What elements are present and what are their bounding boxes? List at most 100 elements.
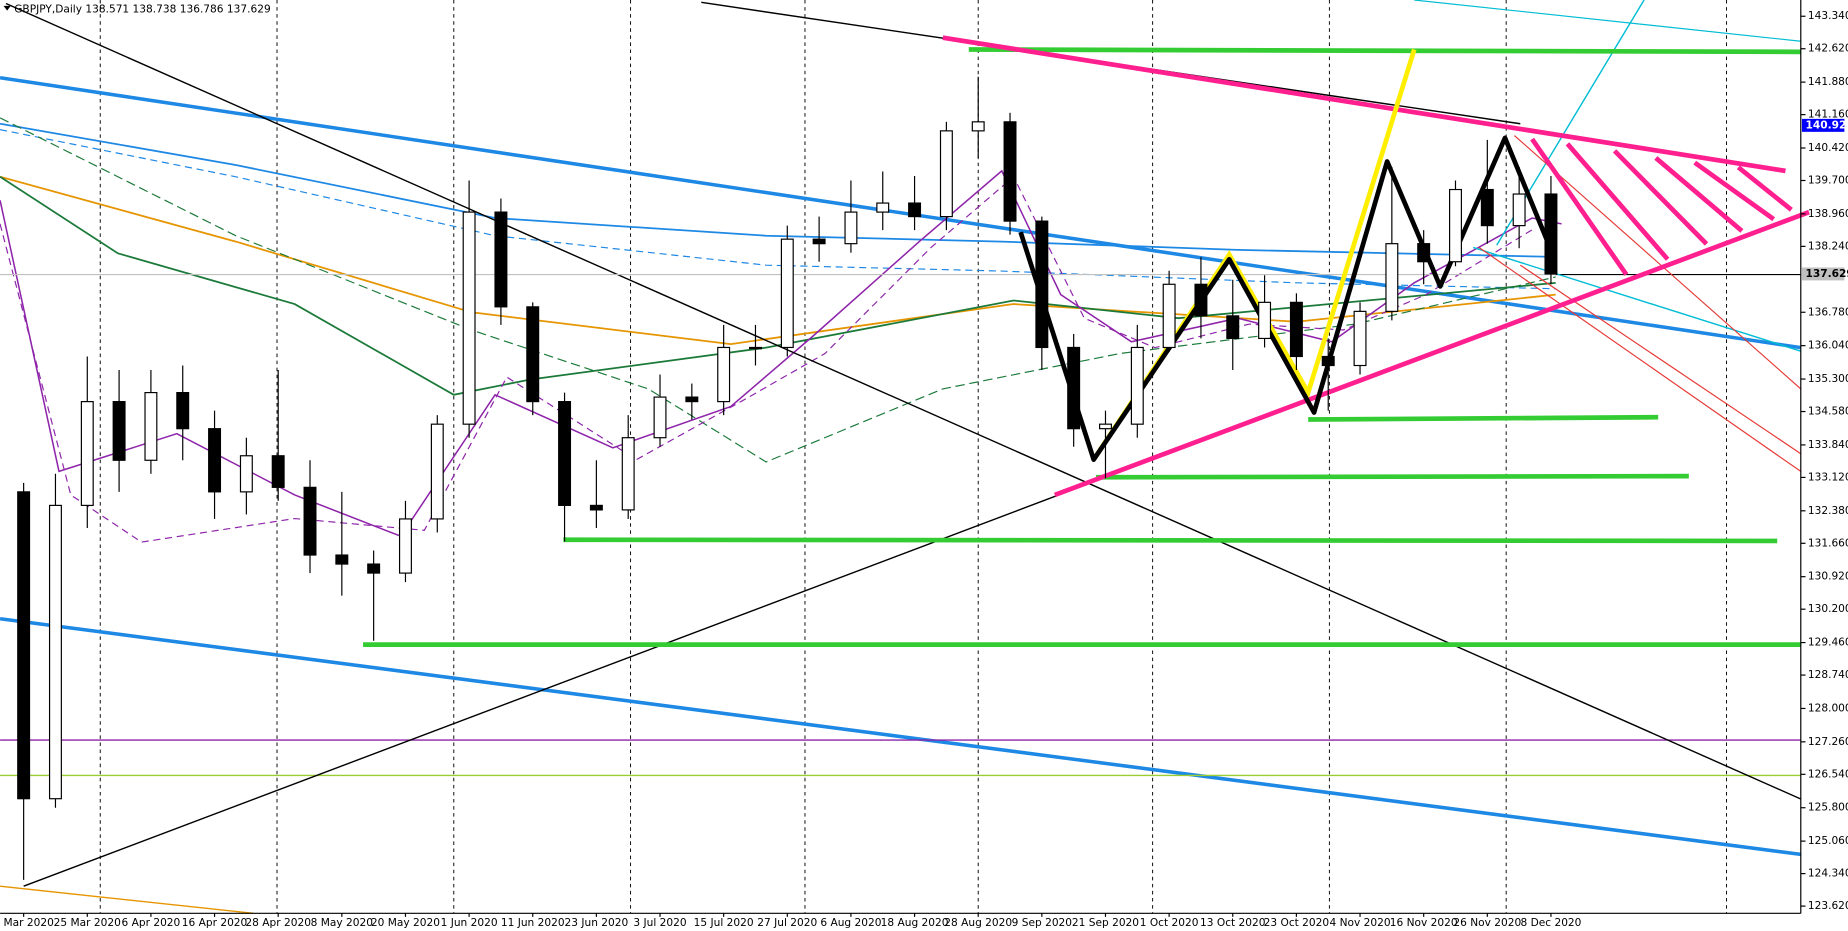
x-tick-label: 4 Nov 2020 xyxy=(1329,917,1390,929)
y-tick-label: 131.660 xyxy=(1808,537,1848,549)
x-tick-label: 9 Sep 2020 xyxy=(1012,917,1073,929)
x-tick-label: 6 Apr 2020 xyxy=(122,917,181,929)
y-tick-label: 143.340 xyxy=(1808,10,1848,22)
candle-body xyxy=(112,401,126,461)
candle-body xyxy=(876,202,890,213)
y-tick-label: 140.420 xyxy=(1808,142,1848,154)
y-tick-label: 125.060 xyxy=(1808,835,1848,847)
y-tick-label: 136.780 xyxy=(1808,306,1848,318)
candle-body xyxy=(780,238,794,349)
price-marker xyxy=(1801,118,1845,132)
y-tick-label: 136.040 xyxy=(1808,340,1848,352)
x-tick-label: 11 Jun 2020 xyxy=(501,917,565,929)
x-tick-label: 21 Sep 2020 xyxy=(1072,917,1139,929)
candle-body xyxy=(1385,243,1399,312)
candle-body xyxy=(1512,193,1526,227)
x-tick-label: 20 May 2020 xyxy=(371,917,440,929)
candle-body xyxy=(1099,423,1112,430)
candle-body xyxy=(48,504,62,800)
candle-body xyxy=(430,423,444,520)
y-tick-label: 124.340 xyxy=(1808,868,1848,880)
x-tick-label: 26 Nov 2020 xyxy=(1453,917,1521,929)
candle-body xyxy=(80,401,94,506)
candle-body xyxy=(239,455,253,493)
candle-body xyxy=(653,396,667,439)
candle-body xyxy=(1194,283,1208,317)
y-tick-label: 135.300 xyxy=(1808,373,1848,385)
y-tick-label: 138.960 xyxy=(1808,208,1848,220)
candle-body xyxy=(1544,193,1558,275)
candle-body xyxy=(1449,188,1462,263)
y-tick-label: 141.880 xyxy=(1808,76,1848,88)
y-tick-label: 130.920 xyxy=(1808,571,1848,583)
y-tick-label: 127.260 xyxy=(1808,736,1848,748)
x-tick-label: 23 Jun 2020 xyxy=(565,917,629,929)
candle-body xyxy=(144,391,158,461)
candle-body xyxy=(1480,188,1494,227)
candle-body xyxy=(271,455,285,488)
candle-body xyxy=(971,121,985,132)
candle-body xyxy=(1258,301,1272,340)
x-tick-label: 16 Nov 2020 xyxy=(1390,917,1458,929)
price-marker xyxy=(1801,267,1845,281)
indicators xyxy=(0,76,1802,857)
candle-body xyxy=(812,238,826,245)
x-tick-label: 27 Jul 2020 xyxy=(757,917,817,929)
x-tick-label: 3 Mar 2020 xyxy=(0,917,54,929)
candle-body xyxy=(589,504,603,511)
candle-body xyxy=(621,437,635,511)
y-tick-label: 130.200 xyxy=(1808,603,1848,615)
candle-body xyxy=(1289,301,1303,358)
candle-body xyxy=(1417,243,1431,263)
y-tick-label: 132.380 xyxy=(1808,505,1848,517)
candle-body xyxy=(367,563,381,574)
candle-body xyxy=(462,211,476,425)
candle-body xyxy=(717,346,731,403)
y-tick-label: 139.700 xyxy=(1808,174,1848,186)
candle-body xyxy=(939,130,953,218)
candle-body xyxy=(1067,346,1081,430)
x-tick-label: 6 Aug 2020 xyxy=(820,917,881,929)
candle-body xyxy=(1353,310,1367,367)
x-tick-label: 1 Oct 2020 xyxy=(1140,917,1199,929)
x-tick-label: 15 Jul 2020 xyxy=(694,917,754,929)
y-tick-label: 126.540 xyxy=(1808,768,1848,780)
y-tick-label: 138.240 xyxy=(1808,240,1848,252)
candle-body xyxy=(398,518,412,574)
candle-body xyxy=(1003,121,1017,222)
candle-body xyxy=(558,401,572,506)
candle-body xyxy=(685,396,699,403)
y-tick-label: 142.620 xyxy=(1808,43,1848,55)
y-tick-label: 125.800 xyxy=(1808,802,1848,814)
candle-body xyxy=(748,346,762,350)
candle-body xyxy=(1321,355,1335,367)
y-tick-label: 128.000 xyxy=(1808,702,1848,714)
candle-body xyxy=(176,391,190,430)
x-tick-label: 28 Apr 2020 xyxy=(245,917,311,929)
candle-body xyxy=(526,306,540,403)
x-tick-label: 23 Oct 2020 xyxy=(1264,917,1330,929)
x-tick-label: 3 Jul 2020 xyxy=(633,917,686,929)
candle-body xyxy=(17,491,31,800)
price-marker-label: 140.922 xyxy=(1806,119,1848,131)
candle-body xyxy=(1130,346,1144,425)
chart-title: GBPJPY,Daily 138.571 138.738 136.786 137… xyxy=(14,3,271,15)
candle-body xyxy=(208,428,222,493)
x-tick-label: 18 Aug 2020 xyxy=(881,917,949,929)
y-tick-label: 133.120 xyxy=(1808,471,1848,483)
candle-body xyxy=(1162,283,1176,349)
y-tick-label: 133.840 xyxy=(1808,439,1848,451)
candle-body xyxy=(1226,315,1240,340)
x-tick-label: 8 May 2020 xyxy=(311,917,374,929)
candle-body xyxy=(1035,220,1049,349)
x-tick-label: 28 Aug 2020 xyxy=(944,917,1012,929)
candle-body xyxy=(303,486,317,556)
y-tick-label: 134.580 xyxy=(1808,406,1848,418)
menu-arrow[interactable] xyxy=(3,5,11,11)
x-tick-label: 25 Mar 2020 xyxy=(54,917,121,929)
x-tick-label: 13 Oct 2020 xyxy=(1200,917,1266,929)
x-tick-label: 16 Apr 2020 xyxy=(182,917,248,929)
candle-body xyxy=(908,202,922,218)
x-tick-label: 8 Dec 2020 xyxy=(1520,917,1581,929)
